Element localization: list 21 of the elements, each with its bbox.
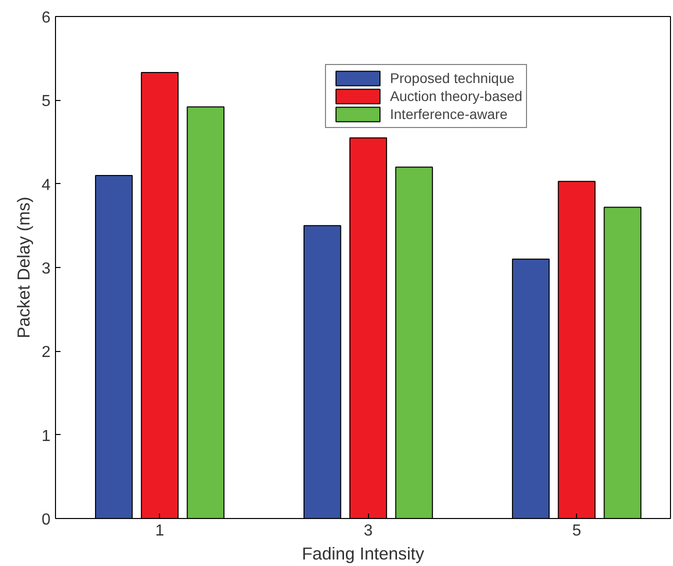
bar bbox=[304, 225, 342, 518]
y-tick-label: 1 bbox=[42, 428, 51, 445]
y-tick-label: 2 bbox=[42, 344, 51, 362]
bar bbox=[395, 166, 433, 518]
x-tick-label: 1 bbox=[155, 522, 164, 540]
bar bbox=[186, 106, 224, 518]
x-tick-label: 5 bbox=[572, 522, 582, 540]
y-tick-label: 5 bbox=[42, 93, 51, 110]
y-tick-label: 3 bbox=[42, 260, 51, 278]
y-tick-label: 0 bbox=[42, 512, 51, 528]
x-axis-title: Fading Intensity bbox=[302, 544, 424, 564]
legend-label: Auction theory-based bbox=[390, 88, 522, 104]
legend-label: Interference-aware bbox=[390, 106, 508, 122]
bar bbox=[95, 174, 133, 518]
x-tick-label: 3 bbox=[364, 522, 373, 540]
legend-label: Proposed technique bbox=[390, 70, 515, 86]
y-axis-title: Packet Delay (ms) bbox=[14, 196, 34, 338]
y-tick-label: 4 bbox=[42, 176, 51, 194]
y-tick-label: 6 bbox=[42, 10, 51, 26]
bar bbox=[604, 206, 642, 518]
bar bbox=[512, 258, 550, 518]
